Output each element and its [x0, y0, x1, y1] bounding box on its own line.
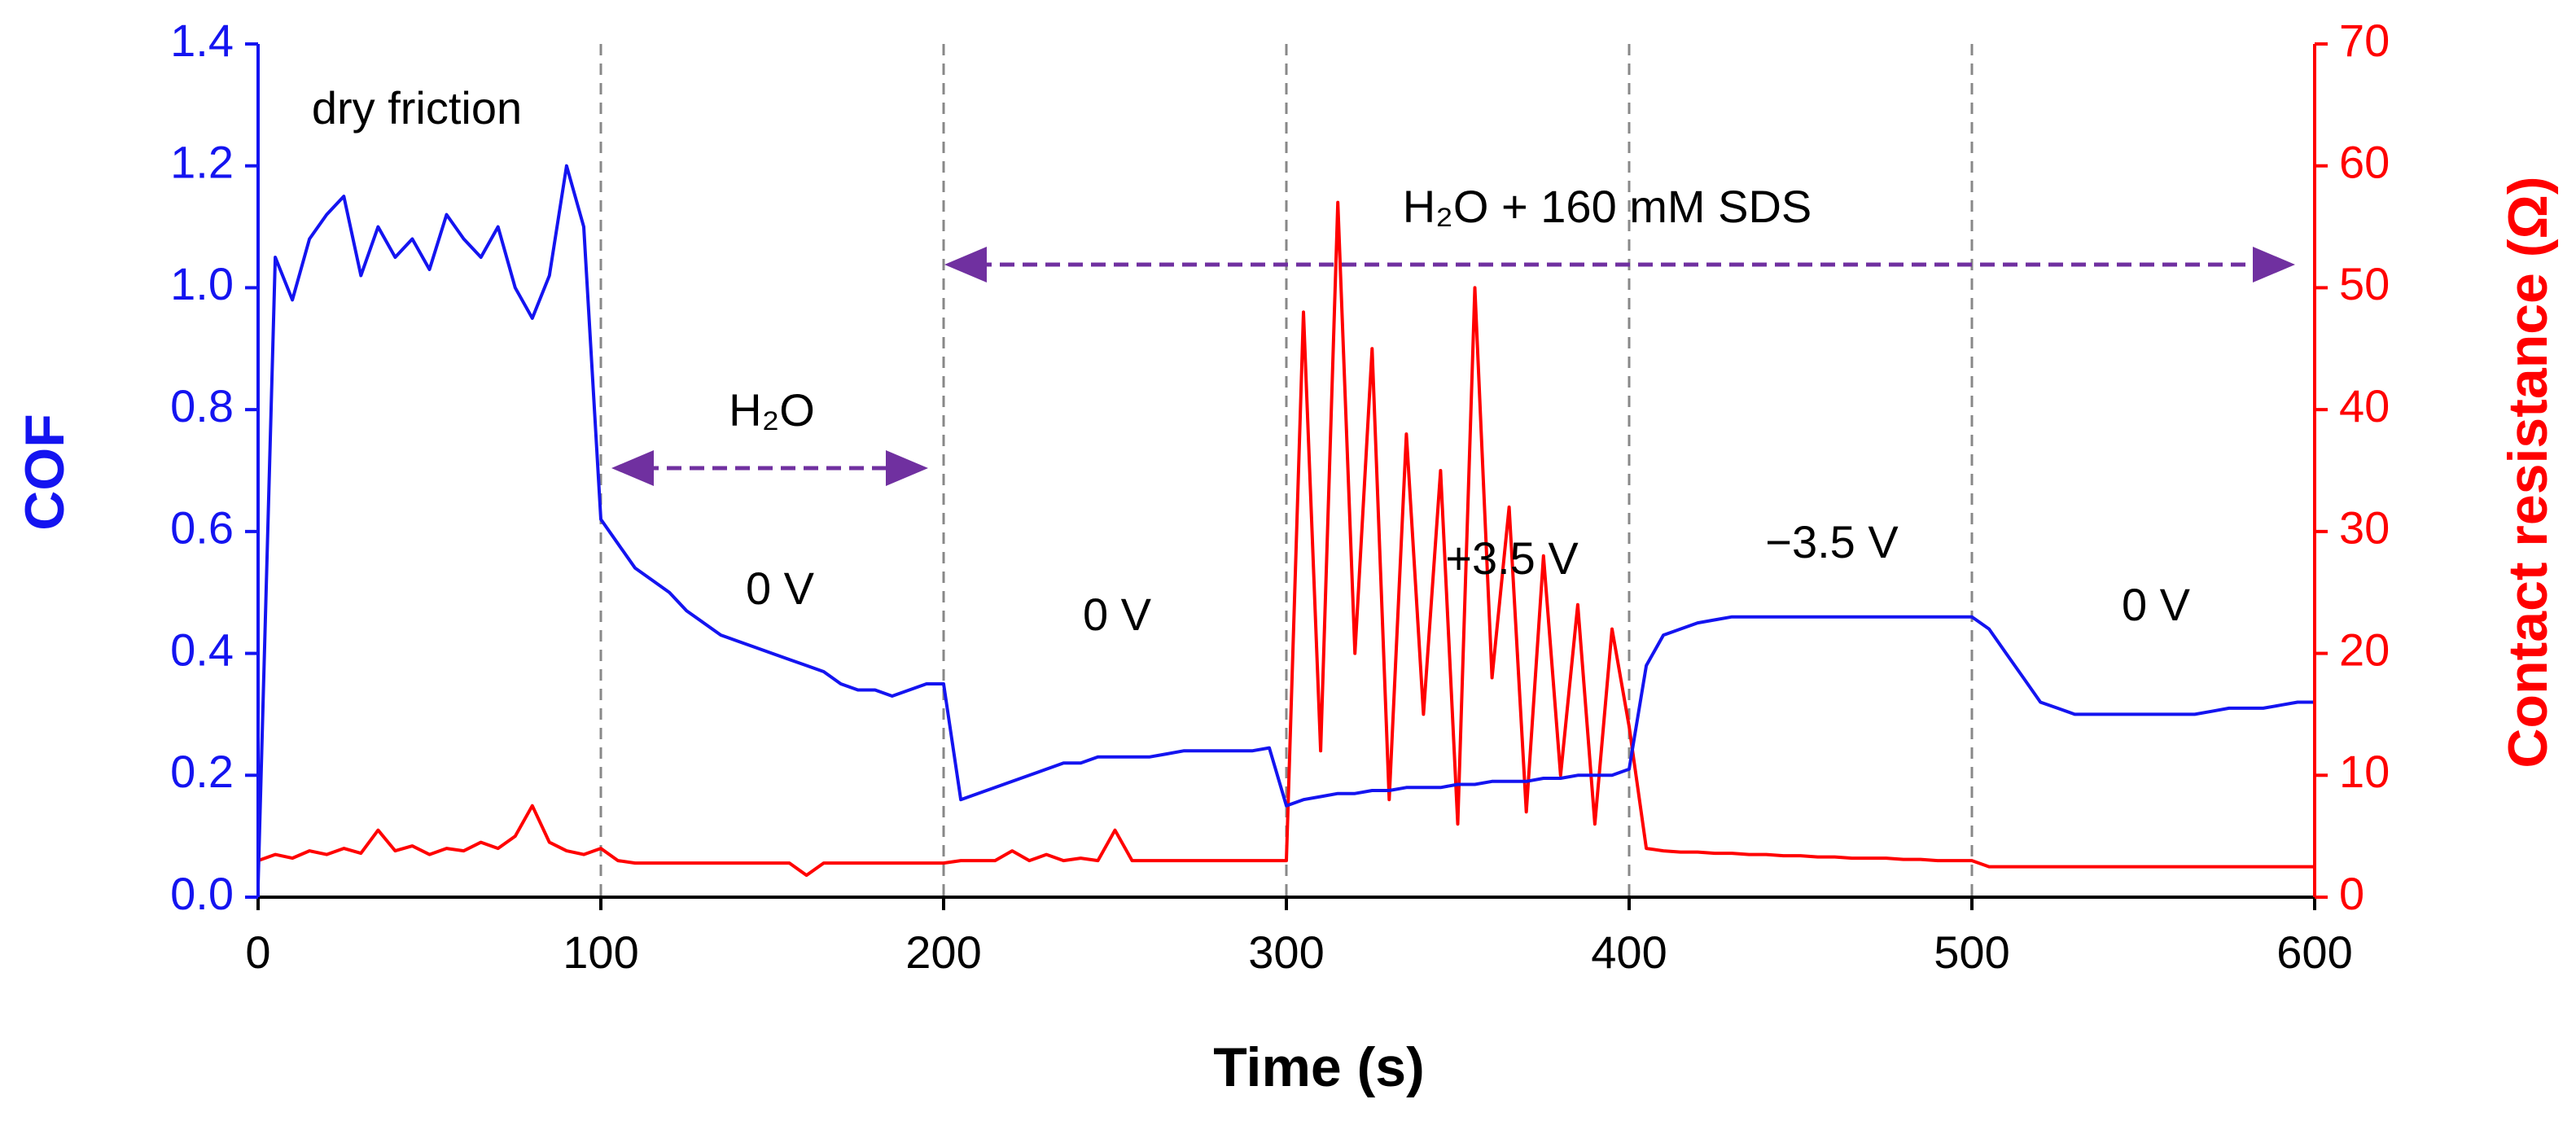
annotation: H₂O + 160 mM SDS — [1403, 181, 1812, 232]
arrow-head — [611, 450, 654, 486]
annotation: 0 V — [746, 563, 815, 614]
y-tick-label: 1.2 — [170, 137, 234, 188]
x-tick-label: 500 — [1934, 926, 2009, 978]
y2-tick-label: 10 — [2339, 746, 2390, 797]
y-tick-label: 0.8 — [170, 380, 234, 431]
y2-tick-label: 60 — [2339, 137, 2390, 188]
series-line — [257, 200, 2315, 878]
annotation: +3.5 V — [1445, 532, 1579, 584]
y-tick-label: 0.2 — [170, 746, 234, 797]
y-tick-label: 1.4 — [170, 15, 234, 66]
x-tick-label: 0 — [245, 926, 270, 978]
y-tick-label: 1.0 — [170, 258, 234, 309]
y-tick-label: 0.0 — [170, 868, 234, 919]
x-tick-label: 200 — [905, 926, 981, 978]
arrow-head — [886, 450, 928, 486]
y2-axis-title: Contact resistance (Ω) — [2497, 176, 2559, 768]
y-tick-label: 0.6 — [170, 502, 234, 554]
x-tick-label: 100 — [563, 926, 638, 978]
y-axis-title: COF — [14, 414, 76, 531]
annotation: −3.5 V — [1765, 516, 1899, 567]
arrow-head — [2253, 247, 2295, 282]
y2-tick-label: 0 — [2339, 868, 2364, 919]
x-tick-label: 600 — [2276, 926, 2352, 978]
series-line — [256, 164, 2315, 886]
annotation: 0 V — [1083, 589, 1152, 640]
annotation: dry friction — [312, 82, 522, 134]
annotation: H₂O — [729, 384, 815, 436]
y2-tick-label: 40 — [2339, 380, 2390, 431]
y2-tick-label: 20 — [2339, 624, 2390, 675]
y-tick-label: 0.4 — [170, 624, 234, 675]
annotation: 0 V — [2122, 579, 2191, 630]
x-tick-label: 300 — [1248, 926, 1324, 978]
y2-tick-label: 50 — [2339, 258, 2390, 309]
y2-tick-label: 70 — [2339, 15, 2390, 66]
y2-tick-label: 30 — [2339, 502, 2390, 554]
x-axis-title: Time (s) — [1213, 1036, 1424, 1098]
x-tick-label: 400 — [1591, 926, 1667, 978]
arrow-head — [944, 247, 987, 282]
